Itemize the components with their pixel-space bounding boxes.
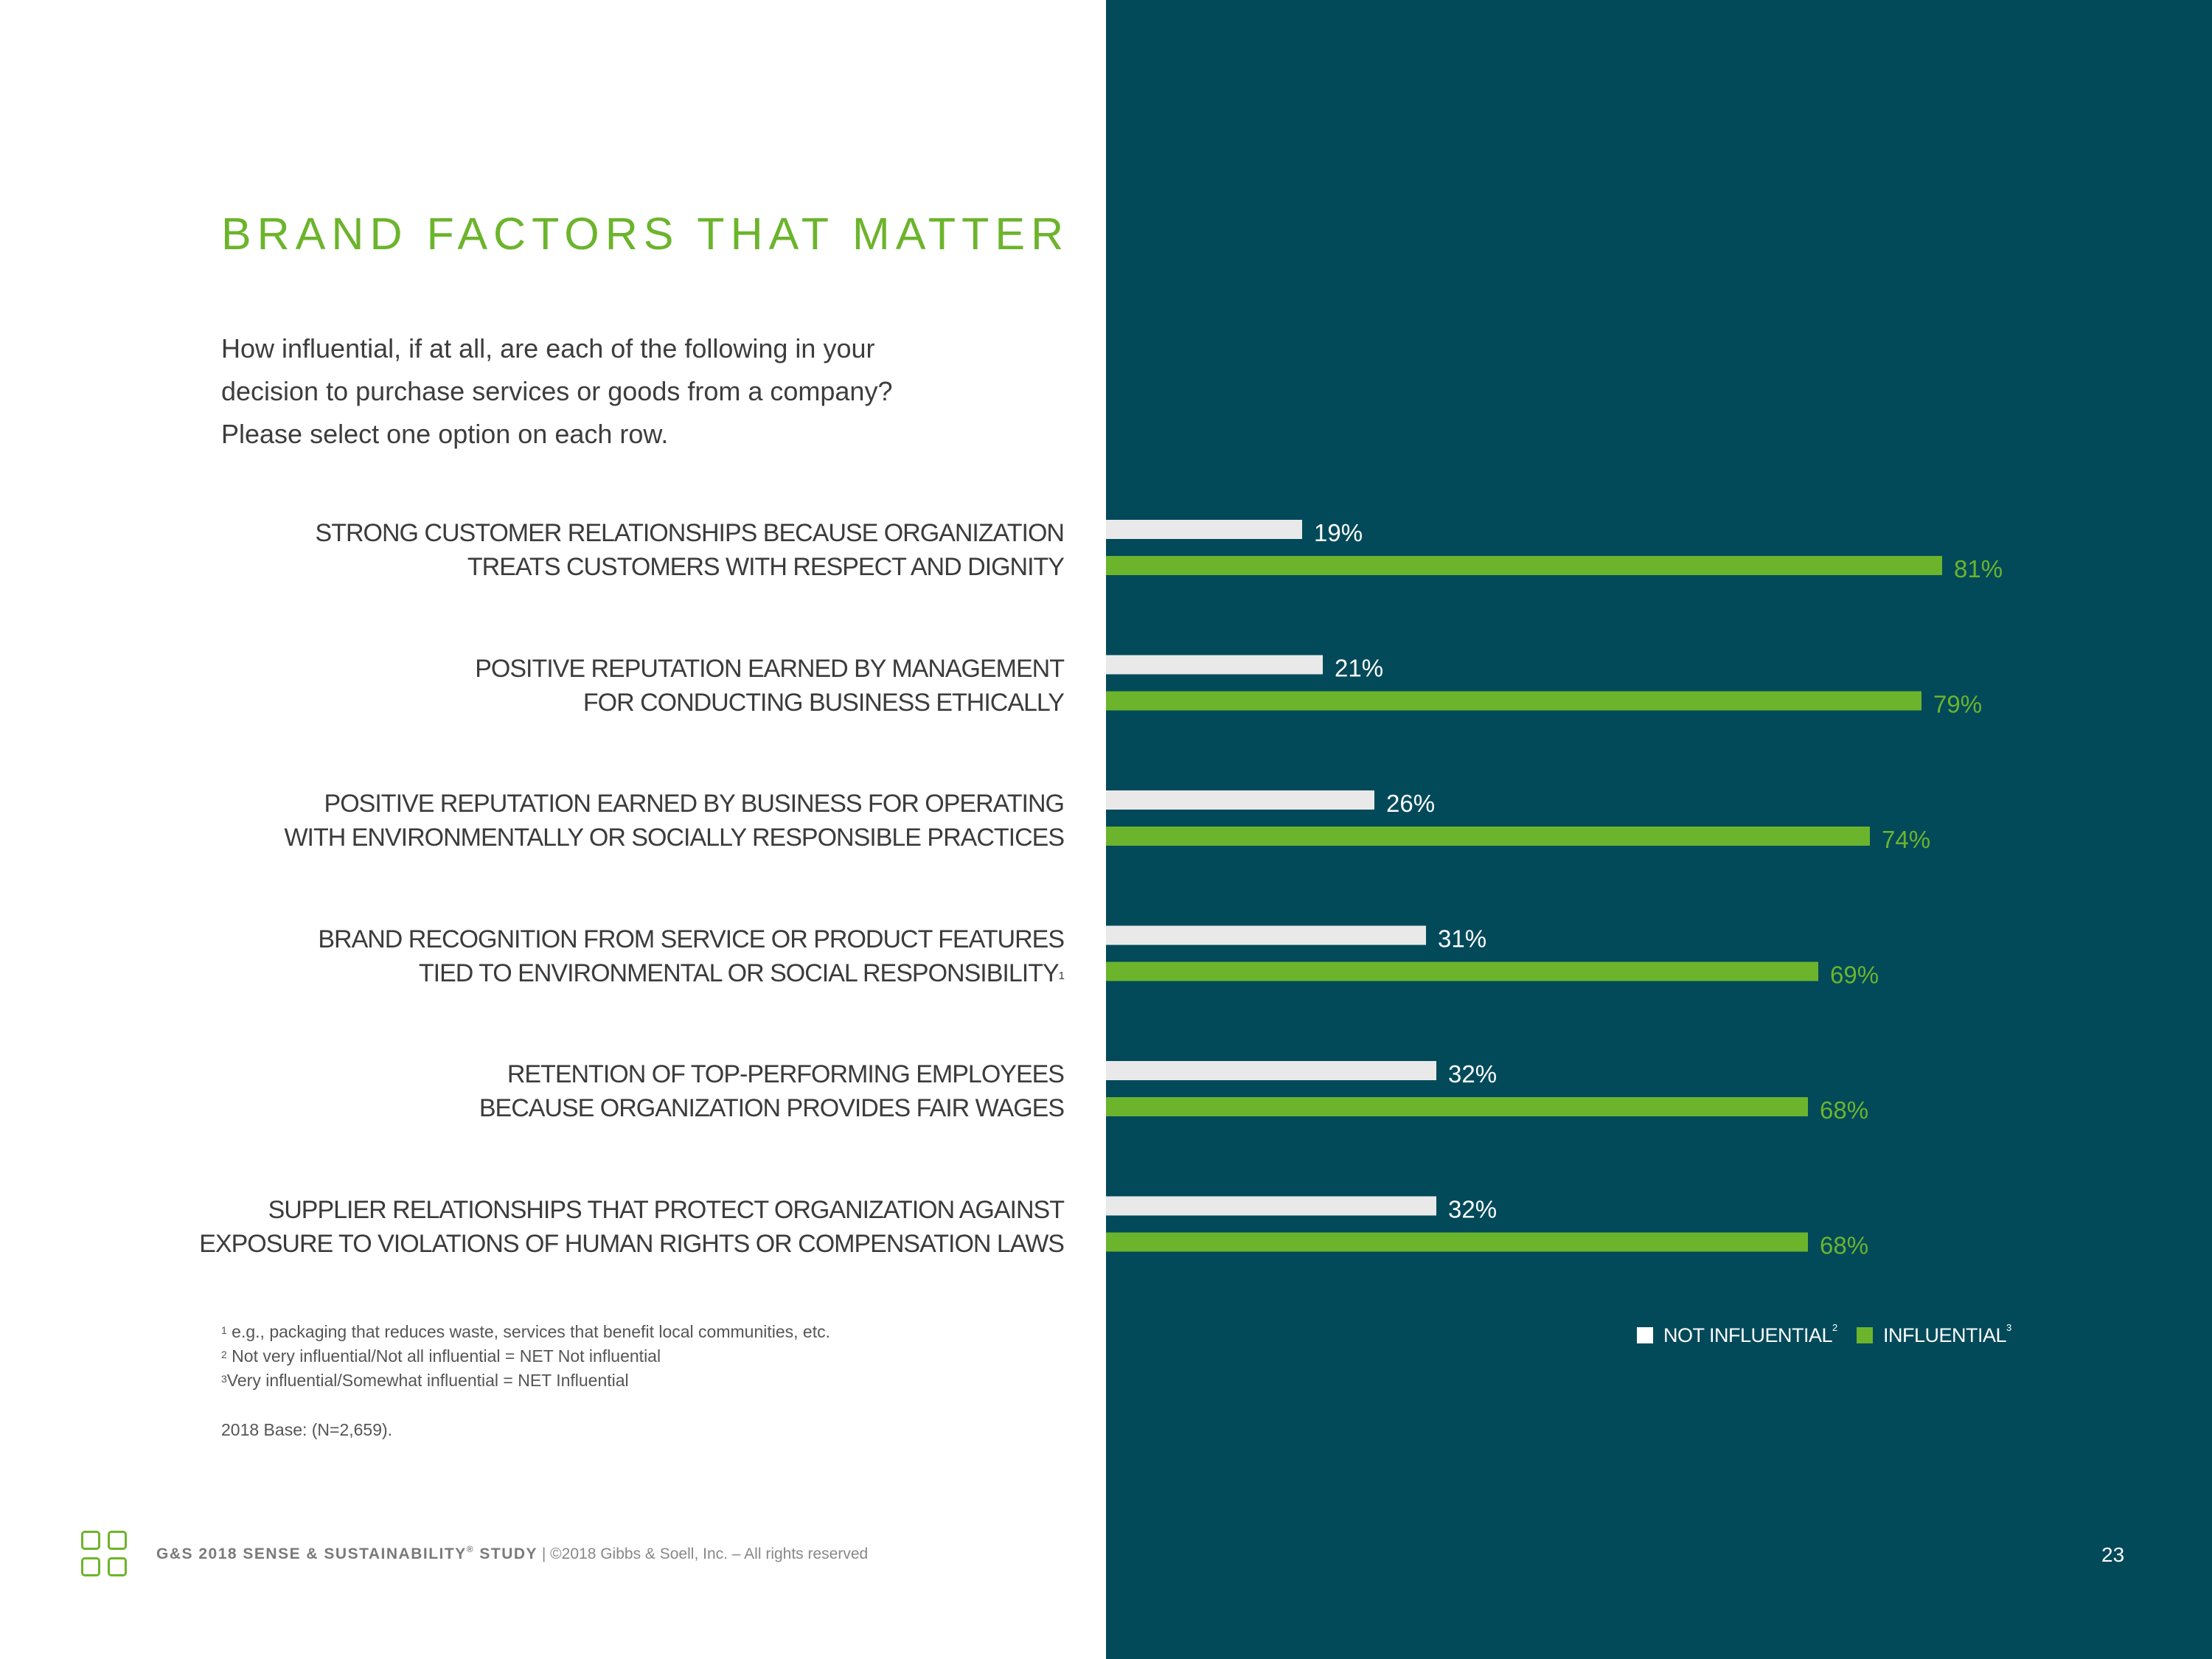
- category-label: SUPPLIER RELATIONSHIPS THAT PROTECT ORGA…: [105, 1193, 1065, 1261]
- survey-question: How influential, if at all, are each of …: [221, 327, 959, 456]
- footnotes: 1 e.g., packaging that reduces waste, se…: [221, 1320, 1069, 1393]
- page-number: 23: [2101, 1543, 2125, 1566]
- footer-study-name: G&S 2018 SENSE & SUSTAINABILITY® STUDY: [156, 1544, 538, 1562]
- bar-influential: [1106, 1097, 1808, 1116]
- legend-swatch: [1857, 1327, 1873, 1343]
- category-label-line: SUPPLIER RELATIONSHIPS THAT PROTECT ORGA…: [268, 1195, 1065, 1224]
- bar-value-label: 68%: [1820, 1096, 1868, 1124]
- question-line: decision to purchase services or goods f…: [221, 376, 893, 406]
- bar-influential: [1106, 827, 1870, 846]
- bar-value-label: 68%: [1820, 1232, 1868, 1259]
- question-line: Please select one option on each row.: [221, 419, 669, 449]
- bar-influential: [1106, 556, 1942, 575]
- bar-not-influential: [1106, 655, 1323, 675]
- bar-influential: [1106, 691, 1921, 711]
- footnote: 1 e.g., packaging that reduces waste, se…: [221, 1322, 830, 1341]
- category-label: RETENTION OF TOP-PERFORMING EMPLOYEES BEC…: [105, 1057, 1065, 1125]
- bar-value-label: 32%: [1448, 1060, 1497, 1088]
- category-label-line: POSITIVE REPUTATION EARNED BY BUSINESS F…: [324, 790, 1065, 818]
- bar-value-label: 26%: [1386, 790, 1435, 817]
- bar-not-influential: [1106, 1061, 1436, 1080]
- category-label: STRONG CUSTOMER RELATIONSHIPS BECAUSE OR…: [105, 516, 1065, 584]
- bar-value-label: 32%: [1448, 1196, 1497, 1223]
- bar-not-influential: [1106, 790, 1374, 810]
- gs-logo-icon: [81, 1531, 130, 1579]
- bar-value-label: 74%: [1882, 826, 1930, 853]
- category-label-line: RETENTION OF TOP-PERFORMING EMPLOYEES: [507, 1060, 1065, 1088]
- category-label-line: FOR CONDUCTING BUSINESS ETHICALLY: [582, 688, 1065, 717]
- category-label: POSITIVE REPUTATION EARNED BY MANAGEMENT…: [105, 652, 1065, 720]
- bar-not-influential: [1106, 925, 1426, 945]
- legend-swatch: [1637, 1327, 1653, 1343]
- bar-value-label: 31%: [1438, 925, 1486, 953]
- bar-value-label: 19%: [1314, 519, 1363, 546]
- legend-label: INFLUENTIAL3: [1883, 1322, 2011, 1346]
- category-label-line: WITH ENVIRONMENTALLY OR SOCIALLY RESPONS…: [284, 824, 1065, 852]
- category-label-line: EXPOSURE TO VIOLATIONS OF HUMAN RIGHTS O…: [199, 1229, 1065, 1258]
- question-line: How influential, if at all, are each of …: [221, 333, 875, 364]
- bar-value-label: 81%: [1954, 555, 2003, 582]
- category-label-line: TIED TO ENVIRONMENTAL OR SOCIAL RESPONSI…: [418, 959, 1065, 987]
- category-label-line: STRONG CUSTOMER RELATIONSHIPS BECAUSE OR…: [315, 519, 1065, 547]
- bar-influential: [1106, 1232, 1808, 1252]
- footnote: 3Very influential/Somewhat influential =…: [221, 1371, 629, 1390]
- category-label: POSITIVE REPUTATION EARNED BY BUSINESS F…: [105, 787, 1065, 855]
- category-label-line: BECAUSE ORGANIZATION PROVIDES FAIR WAGES: [479, 1094, 1065, 1122]
- category-label-line: BRAND RECOGNITION FROM SERVICE OR PRODUC…: [318, 925, 1065, 953]
- bar-value-label: 79%: [1933, 691, 1982, 718]
- bar-not-influential: [1106, 1196, 1436, 1216]
- page-title: BRAND FACTORS THAT MATTER: [221, 209, 1070, 259]
- bar-influential: [1106, 961, 1818, 981]
- base-note: 2018 Base: (N=2,659).: [221, 1420, 393, 1439]
- bar-value-label: 69%: [1830, 961, 1879, 989]
- category-label-line: POSITIVE REPUTATION EARNED BY MANAGEMENT: [475, 654, 1065, 683]
- left-panel: [0, 0, 1106, 1659]
- bar-value-label: 21%: [1335, 655, 1383, 682]
- bar-not-influential: [1106, 520, 1302, 539]
- category-label: BRAND RECOGNITION FROM SERVICE OR PRODUC…: [105, 922, 1065, 990]
- category-label-line: TREATS CUSTOMERS WITH RESPECT AND DIGNIT…: [467, 553, 1065, 581]
- legend-label: NOT INFLUENTIAL2: [1663, 1322, 1837, 1346]
- footnote: 2 Not very influential/Not all influenti…: [221, 1346, 661, 1366]
- footer-copyright: | ©2018 Gibbs & Soell, Inc. – All rights…: [538, 1545, 869, 1562]
- footer-text: G&S 2018 SENSE & SUSTAINABILITY® STUDY |…: [156, 1544, 869, 1563]
